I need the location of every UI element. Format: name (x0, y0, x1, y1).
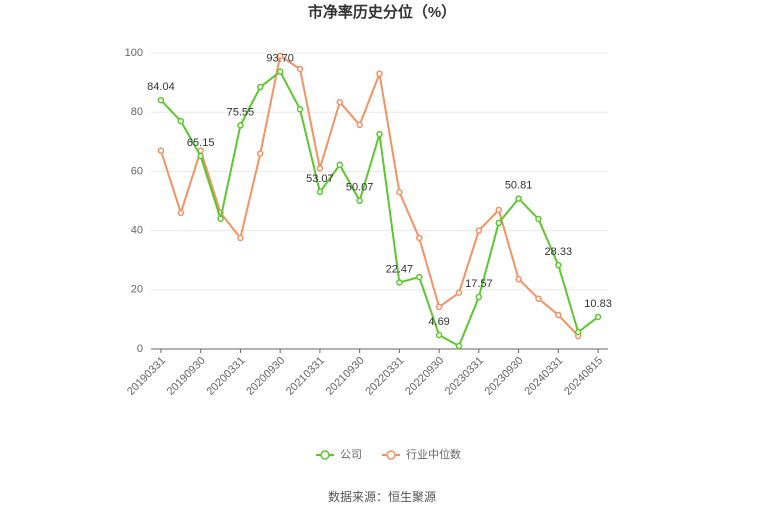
y-tick-label: 0 (137, 343, 143, 355)
data-point (177, 117, 185, 125)
data-point (396, 279, 403, 286)
data-label: 93.70 (266, 53, 294, 65)
data-point (296, 65, 304, 73)
data-point (555, 261, 562, 269)
x-tick-label: 20240331 (522, 355, 565, 398)
data-point (316, 188, 324, 196)
data-point (197, 152, 204, 160)
legend-marker (320, 450, 330, 460)
y-tick-label: 40 (131, 225, 143, 237)
data-point (296, 105, 304, 113)
x-tick-label: 20190930 (165, 355, 208, 398)
y-tick-label: 60 (131, 165, 143, 177)
data-point (455, 342, 463, 350)
data-label: 65.15 (187, 137, 215, 149)
data-point (257, 150, 264, 157)
data-point (535, 295, 542, 302)
data-point (276, 52, 284, 60)
source: 数据来源：恒生聚源 (328, 489, 436, 504)
data-point (336, 98, 344, 106)
legend-item[interactable]: 公司 (316, 449, 362, 461)
data-label: 10.83 (584, 298, 612, 310)
legend-item[interactable]: 行业中位数 (382, 447, 461, 461)
x-tick-label: 20230930 (483, 355, 526, 398)
data-label: 50.07 (346, 182, 374, 194)
data-point (336, 161, 344, 169)
data-point (157, 147, 165, 154)
x-tick-label: 20220930 (403, 355, 446, 398)
data-point (475, 227, 483, 234)
data-label: 53.07 (306, 173, 334, 185)
data-point (415, 273, 423, 281)
x-tick-label: 20210930 (324, 355, 367, 398)
data-label: 28.33 (545, 246, 573, 258)
data-point (257, 83, 264, 91)
x-tick-label: 20220331 (363, 355, 406, 398)
data-point (574, 328, 582, 336)
data-point (356, 121, 363, 129)
data-point (376, 70, 383, 77)
data-point (415, 234, 423, 242)
legend-label: 公司 (340, 449, 362, 461)
legend-label: 行业中位数 (406, 447, 461, 461)
y-tick-label: 100 (125, 47, 143, 59)
data-point (495, 206, 502, 214)
data-point (515, 275, 522, 283)
x-tick-label: 20210331 (284, 355, 327, 398)
data-label: 75.55 (227, 106, 255, 118)
data-point (535, 215, 542, 223)
data-point (237, 234, 244, 242)
data-point (356, 197, 363, 205)
data-point (316, 165, 324, 172)
data-point (515, 195, 522, 202)
data-point (594, 313, 602, 321)
x-tick-label: 20230331 (443, 355, 486, 398)
x-tick-label: 20190331 (125, 355, 168, 398)
data-point (376, 130, 383, 138)
data-point (455, 289, 463, 297)
y-tick-label: 80 (131, 106, 143, 118)
y-tick-label: 20 (131, 284, 143, 296)
data-point (177, 209, 185, 217)
data-point (435, 303, 443, 311)
data-point (555, 311, 562, 319)
data-point (435, 331, 443, 339)
series-line (159, 54, 579, 337)
x-tick-label: 20200331 (204, 355, 247, 398)
data-label: 17.57 (465, 278, 493, 290)
x-tick-label: 20240815 (562, 355, 605, 398)
legend-marker (386, 450, 396, 460)
data-point (237, 122, 244, 129)
x-tick-label: 20200930 (244, 355, 287, 398)
data-point (276, 68, 284, 75)
data-point (475, 293, 483, 301)
data-point (217, 215, 224, 223)
chart-title: 市净率历史分位（%） (308, 3, 456, 21)
data-label: 50.81 (505, 180, 533, 192)
data-point (157, 96, 165, 104)
data-label: 22.47 (386, 263, 414, 275)
data-point (396, 188, 403, 196)
data-label: 84.04 (147, 81, 175, 93)
data-point (495, 219, 502, 227)
data-label: 4.69 (428, 316, 449, 328)
